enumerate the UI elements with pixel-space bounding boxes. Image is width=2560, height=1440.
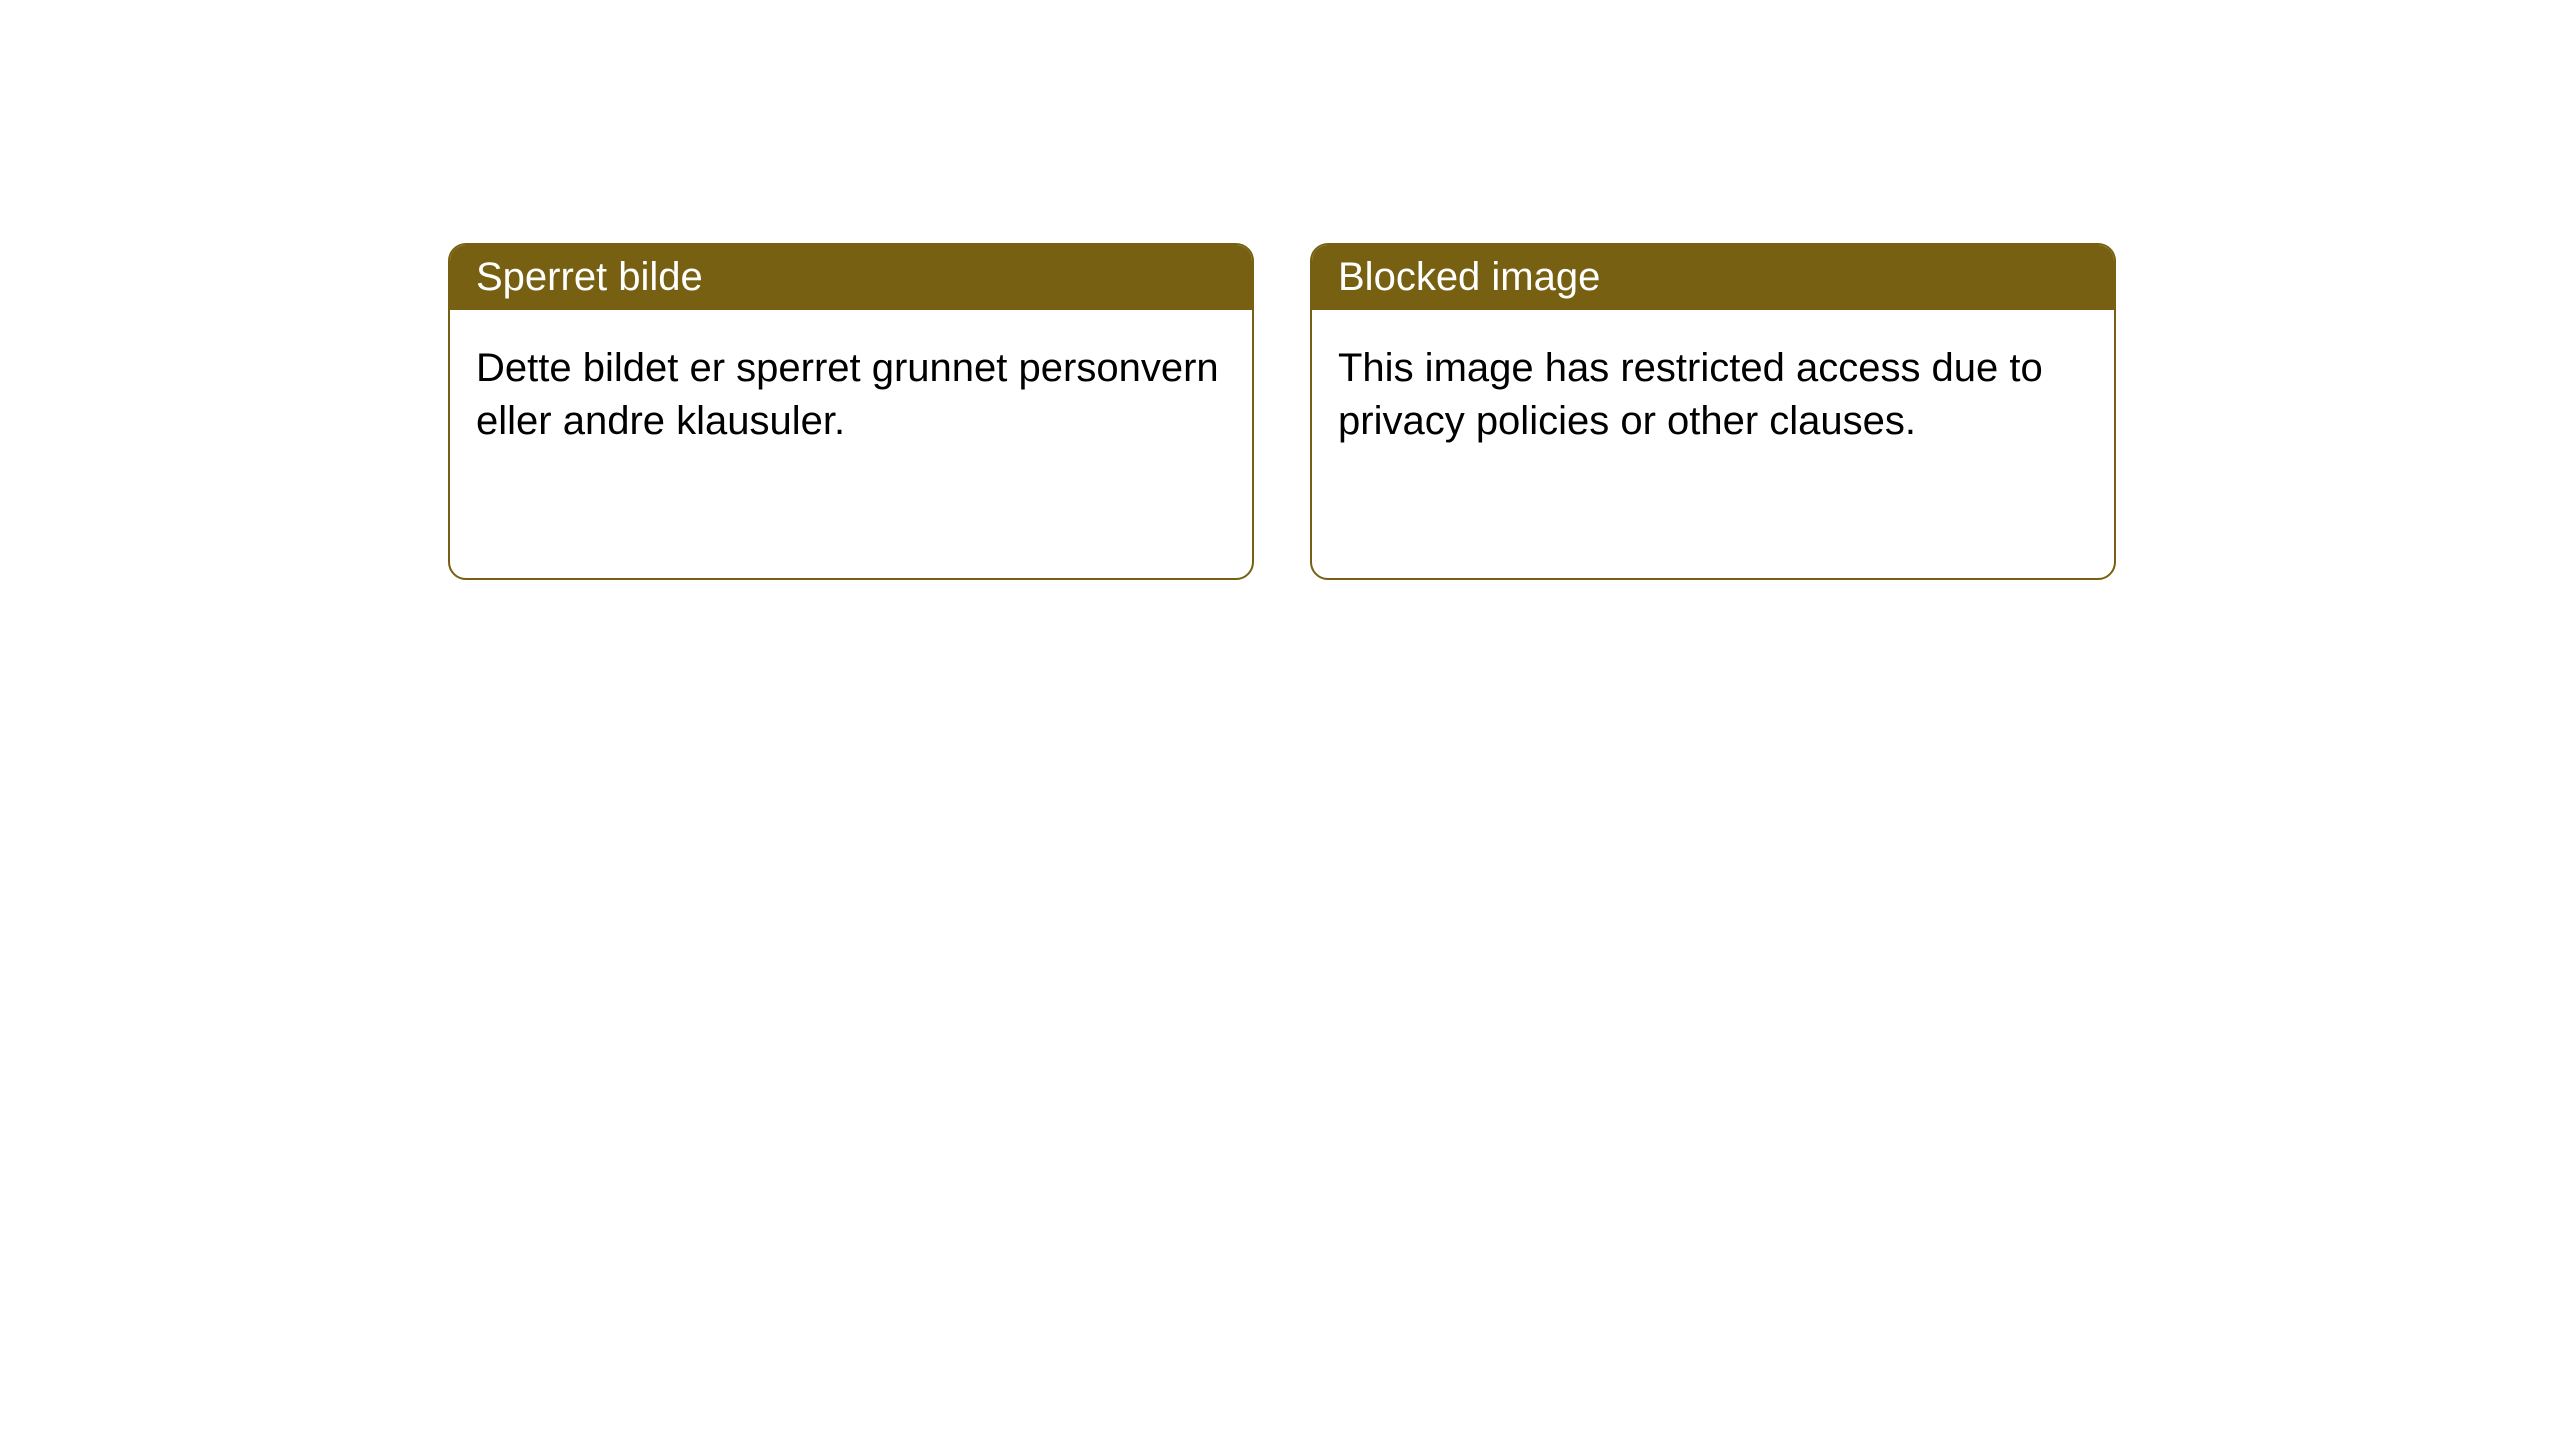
notice-header: Blocked image xyxy=(1312,245,2114,310)
notice-card-english: Blocked image This image has restricted … xyxy=(1310,243,2116,580)
notice-card-norwegian: Sperret bilde Dette bildet er sperret gr… xyxy=(448,243,1254,580)
notice-title: Blocked image xyxy=(1338,255,1600,299)
notice-header: Sperret bilde xyxy=(450,245,1252,310)
notice-body: This image has restricted access due to … xyxy=(1312,310,2114,480)
notice-text: This image has restricted access due to … xyxy=(1338,346,2043,443)
notice-title: Sperret bilde xyxy=(476,255,703,299)
notice-container: Sperret bilde Dette bildet er sperret gr… xyxy=(0,0,2560,580)
notice-body: Dette bildet er sperret grunnet personve… xyxy=(450,310,1252,480)
notice-text: Dette bildet er sperret grunnet personve… xyxy=(476,346,1219,443)
